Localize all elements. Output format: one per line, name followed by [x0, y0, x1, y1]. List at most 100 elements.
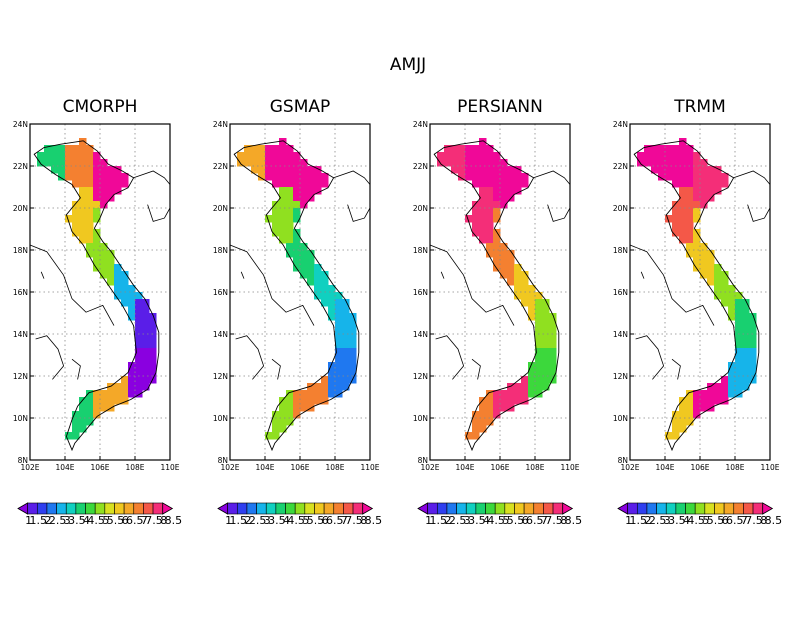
x-tick-label: 104E	[55, 463, 74, 472]
country-border	[35, 335, 65, 380]
country-border	[147, 204, 171, 222]
grid-cell	[293, 152, 301, 160]
grid-cell	[735, 313, 743, 321]
grid-cell	[686, 166, 694, 174]
grid-cell	[128, 306, 136, 314]
grid-cell	[686, 229, 694, 237]
grid-cell	[486, 187, 494, 195]
grid-cell	[458, 145, 466, 153]
grid-cell	[686, 236, 694, 244]
grid-cell	[514, 187, 522, 195]
grid-cell	[714, 278, 722, 286]
grid-cell	[521, 397, 529, 405]
colorbar-label: 2	[244, 514, 251, 527]
grid-cell	[500, 264, 508, 272]
grid-cell	[542, 306, 550, 314]
grid-cell	[93, 390, 101, 398]
grid-cell	[693, 194, 701, 202]
grid-cell	[514, 390, 522, 398]
grid-cell	[549, 320, 557, 328]
grid-cell	[721, 278, 729, 286]
grid-cell	[328, 313, 336, 321]
grid-cell	[749, 320, 757, 328]
grid-cell	[114, 271, 122, 279]
grid-cell	[72, 425, 80, 433]
grid-cell	[100, 180, 108, 188]
grid-cell	[500, 166, 508, 174]
grid-cell	[293, 411, 301, 419]
grid-cell	[742, 313, 750, 321]
grid-cell	[286, 390, 294, 398]
grid-cell	[279, 397, 287, 405]
grid-cell	[514, 397, 522, 405]
grid-cell	[693, 187, 701, 195]
colorbar-label: 3.5	[68, 514, 86, 527]
grid-cell	[528, 285, 536, 293]
grid-cell	[644, 159, 652, 167]
grid-cell	[79, 215, 87, 223]
y-tick-label: 12N	[613, 372, 628, 381]
grid-cell	[672, 180, 680, 188]
grid-cell	[507, 278, 515, 286]
grid-cell	[493, 236, 501, 244]
grid-cell	[93, 173, 101, 181]
grid-cell	[472, 201, 480, 209]
grid-cell	[72, 166, 80, 174]
colorbar-label: 7	[541, 514, 548, 527]
grid-cell	[100, 257, 108, 265]
grid-cell	[135, 369, 143, 377]
grid-cell	[293, 194, 301, 202]
grid-cell	[714, 187, 722, 195]
grid-cell	[86, 222, 94, 230]
grid-cell	[79, 145, 87, 153]
grid-cell	[500, 194, 508, 202]
grid-cell	[493, 173, 501, 181]
colorbar-swatch	[436, 502, 448, 515]
grid-cell	[135, 299, 143, 307]
grid-cell	[679, 404, 687, 412]
grid-cell	[128, 383, 136, 391]
grid-cell	[542, 383, 550, 391]
y-tick-label: 16N	[13, 288, 28, 297]
grid-cell	[721, 173, 729, 181]
grid-cell	[521, 271, 529, 279]
x-tick-label: 108E	[525, 463, 544, 472]
colorbar-label: 5	[302, 514, 309, 527]
colorbar-swatch	[743, 502, 754, 515]
grid-cell	[665, 173, 673, 181]
grid-cell	[286, 159, 294, 167]
grid-cell	[65, 432, 73, 440]
grid-cell	[728, 369, 736, 377]
grid-cell	[58, 166, 66, 174]
grid-cell	[514, 285, 522, 293]
grid-cell	[293, 173, 301, 181]
y-tick-label: 10N	[13, 414, 28, 423]
grid-cell	[307, 257, 315, 265]
grid-cell	[314, 390, 322, 398]
grid-cell	[735, 299, 743, 307]
colorbar-swatch	[123, 502, 135, 515]
grid-cell	[521, 285, 529, 293]
grid-cell	[486, 201, 494, 209]
grid-cell	[493, 404, 501, 412]
grid-cell	[135, 341, 143, 349]
grid-cell	[100, 166, 108, 174]
grid-cell	[486, 208, 494, 216]
colorbar-swatch	[304, 502, 315, 515]
grid-cell	[114, 285, 122, 293]
colorbar-swatch	[46, 502, 57, 515]
grid-cell	[328, 299, 336, 307]
colorbar-label: 5	[102, 514, 109, 527]
colorbar-swatch	[285, 502, 296, 515]
grid-cell	[293, 159, 301, 167]
grid-cell	[321, 299, 329, 307]
grid-cell	[114, 383, 122, 391]
grid-cell	[107, 397, 115, 405]
colorbar: 11.522.533.544.555.566.577.588.5	[217, 502, 382, 527]
grid-cell	[142, 348, 150, 356]
grid-cell	[335, 299, 343, 307]
grid-cell	[693, 236, 701, 244]
grid-cell	[542, 355, 550, 363]
colorbar-swatch	[427, 502, 438, 515]
grid-cell	[114, 292, 122, 300]
